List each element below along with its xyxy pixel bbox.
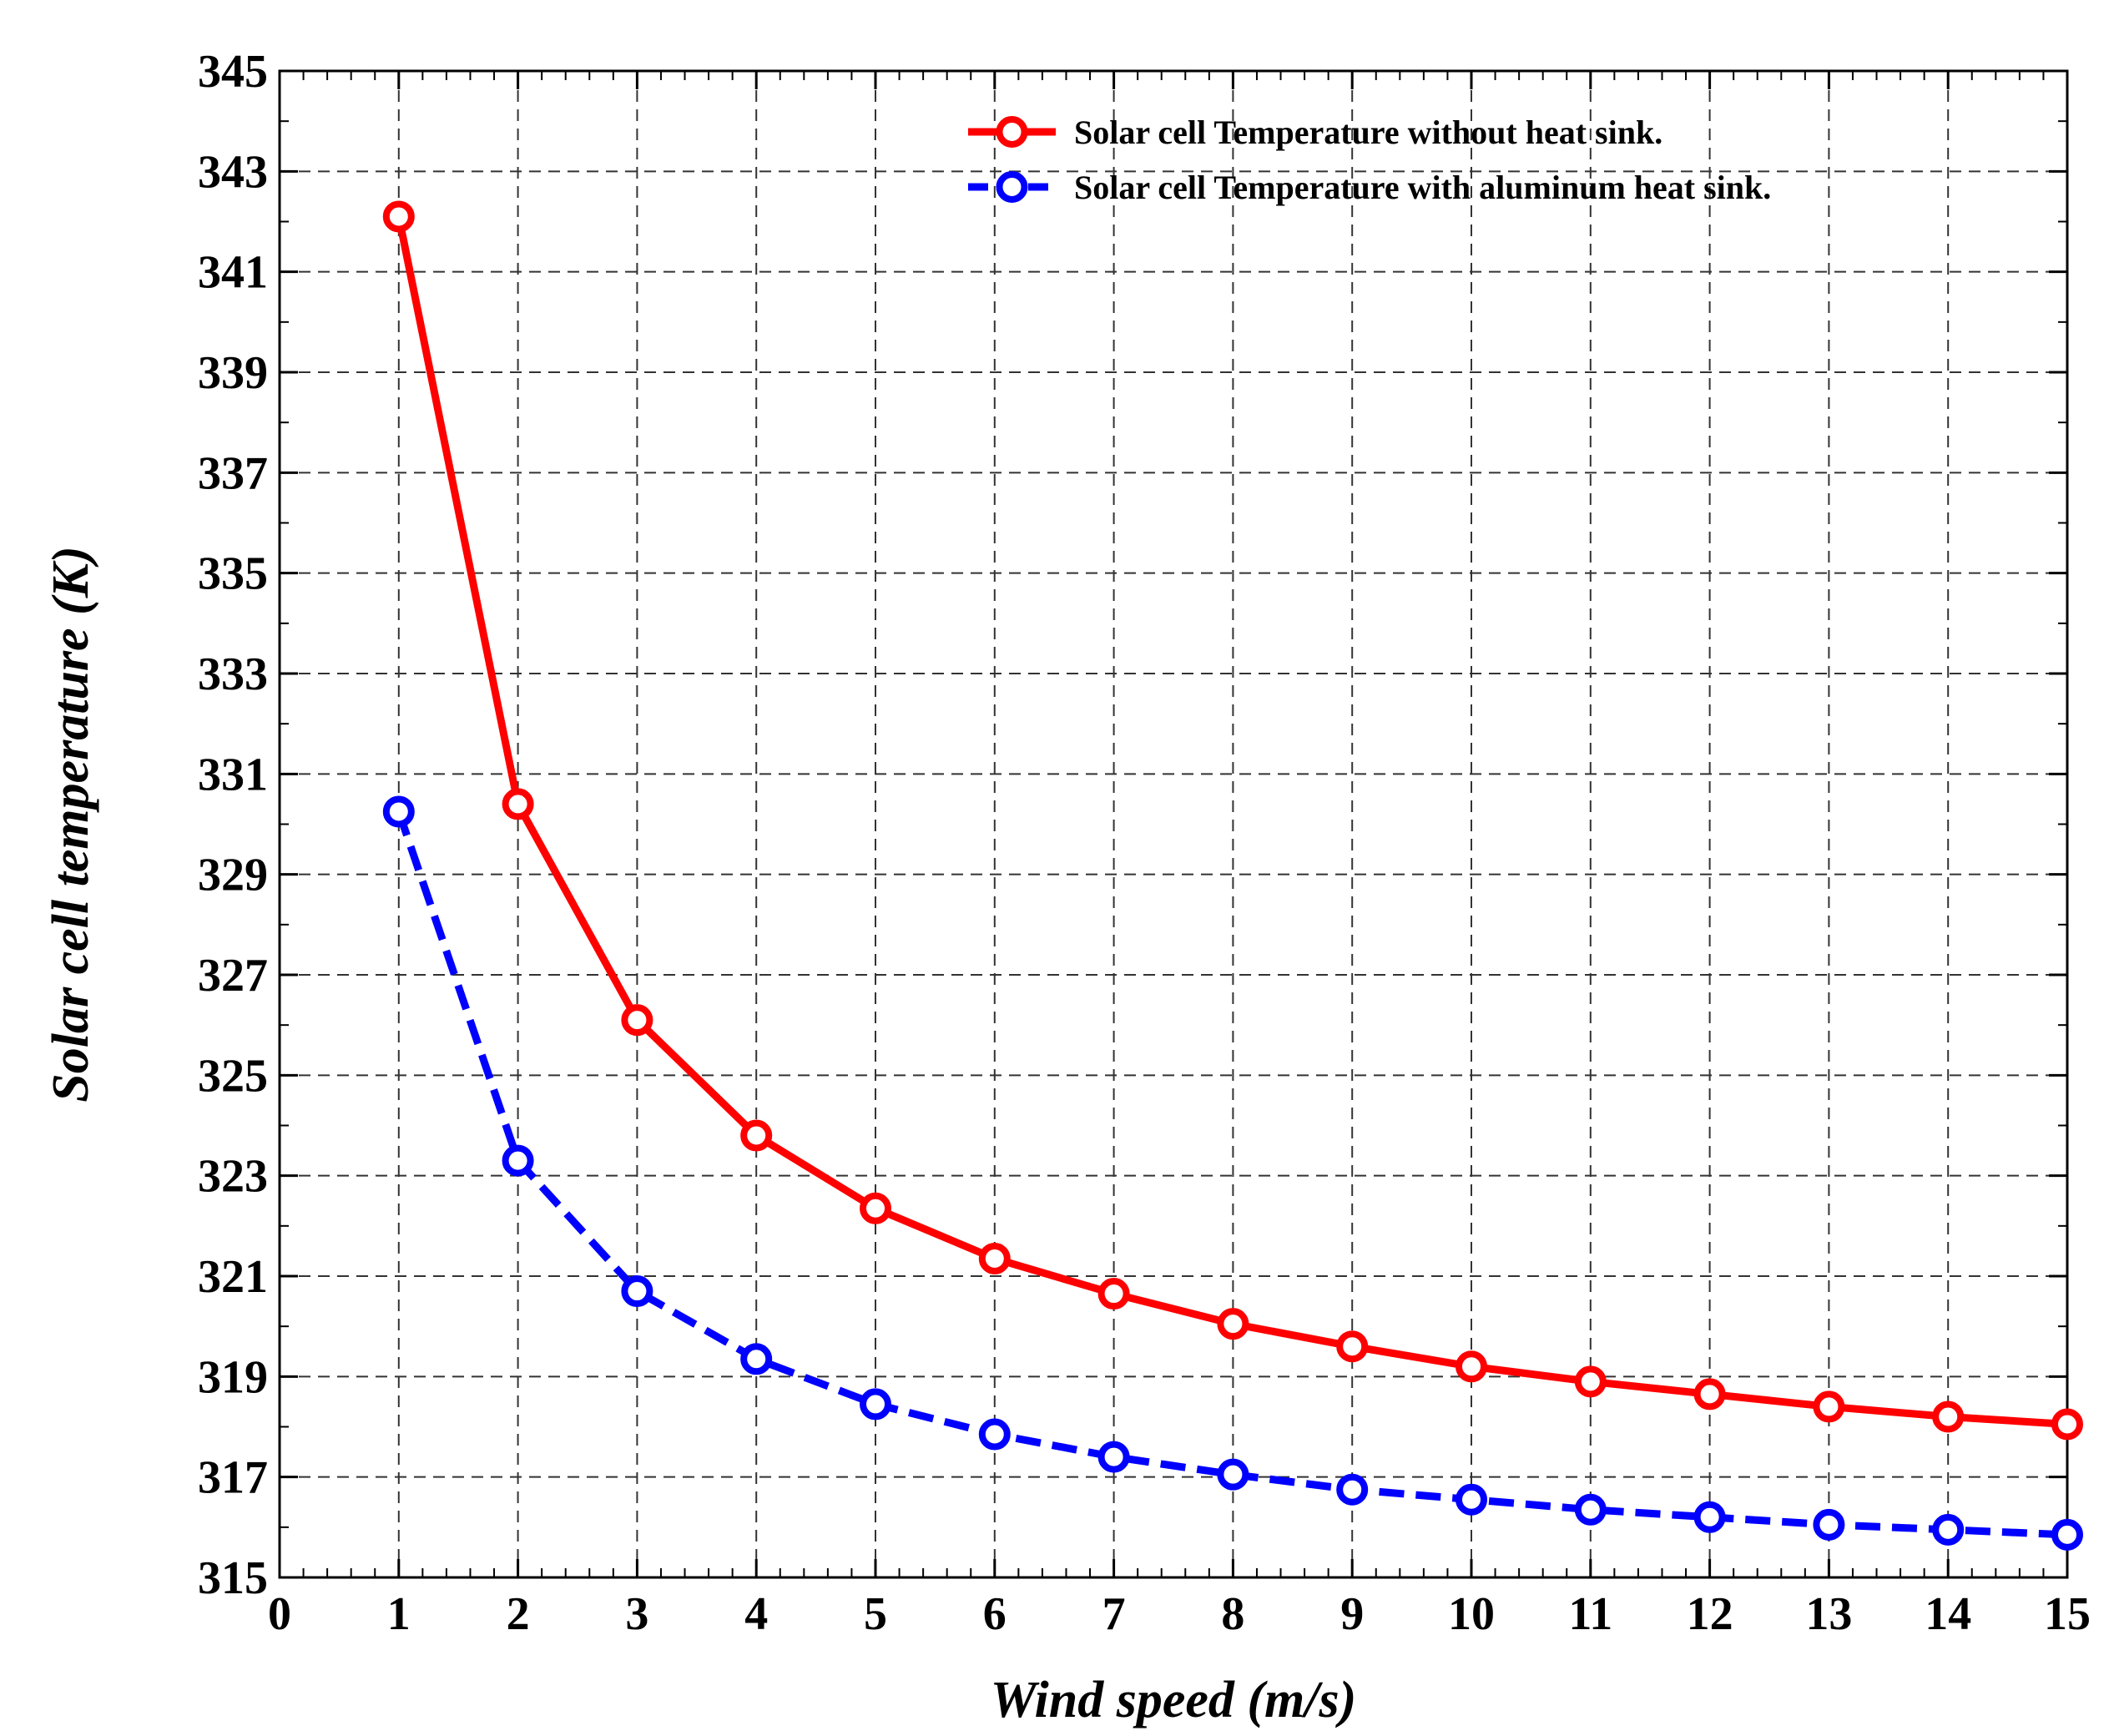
y-tick-label: 343: [198, 146, 268, 198]
axis-ticks: [278, 69, 2069, 1579]
legend-label: Solar cell Temperature with aluminum hea…: [1074, 169, 1771, 206]
x-tick-label: 6: [983, 1588, 1007, 1640]
x-tick-label: 5: [864, 1588, 887, 1640]
plot-frame: [278, 69, 2069, 1579]
x-tick-label: 3: [625, 1588, 648, 1640]
data-point: [1217, 1308, 1249, 1340]
y-tick-label: 323: [198, 1151, 268, 1203]
x-axis-title: Wind speed (m/s): [991, 1672, 1357, 1728]
data-point: [740, 1119, 773, 1152]
data-point: [502, 1144, 534, 1177]
data-point: [1932, 1400, 1965, 1433]
data-point: [1336, 1330, 1369, 1363]
x-tick-label: 8: [1221, 1588, 1244, 1640]
data-point: [1932, 1513, 1965, 1546]
legend-swatch-marker: [996, 116, 1028, 148]
data-point: [1813, 1390, 1845, 1423]
data-point: [382, 200, 415, 233]
legend-swatch-marker: [996, 171, 1028, 203]
x-tick-label: 9: [1340, 1588, 1364, 1640]
x-tick-label: 11: [1568, 1588, 1612, 1640]
data-point: [1097, 1278, 1130, 1310]
x-tick-label: 1: [387, 1588, 411, 1640]
y-tick-label: 319: [198, 1351, 268, 1403]
y-tick-label: 317: [198, 1452, 268, 1504]
y-tick-label: 333: [198, 648, 268, 700]
y-tick-label: 335: [198, 548, 268, 600]
data-point: [1456, 1350, 1487, 1383]
x-tick-label: 7: [1102, 1588, 1126, 1640]
data-point: [1574, 1365, 1607, 1398]
series-2: [382, 795, 2083, 1551]
y-tick-label: 321: [198, 1251, 268, 1303]
data-point: [1336, 1473, 1369, 1506]
x-tick-label: 10: [1448, 1588, 1495, 1640]
data-point: [1217, 1458, 1249, 1491]
axis-tick-labels: 0 1 2 3 4 5 6 7 8 9 10 11 12 13 14 15315317319321323325…: [198, 46, 2091, 1640]
y-tick-label: 345: [198, 46, 268, 98]
series-line: [395, 810, 2068, 1539]
series: [382, 200, 2083, 1551]
x-tick-label: 13: [1805, 1588, 1852, 1640]
legend: Solar cell Temperature without heat sink…: [968, 114, 1771, 206]
x-tick-label: 4: [744, 1588, 768, 1640]
data-point: [978, 1418, 1011, 1451]
data-point: [1813, 1508, 1845, 1541]
grid: [280, 71, 2067, 1577]
series-1: [382, 200, 2083, 1441]
x-tick-label: 12: [1687, 1588, 1733, 1640]
y-tick-label: 339: [198, 347, 268, 399]
y-tick-label: 331: [198, 749, 268, 800]
y-tick-label: 327: [198, 950, 268, 1002]
data-point: [1574, 1493, 1607, 1526]
data-point: [621, 1275, 653, 1308]
data-point: [621, 1004, 653, 1037]
data-point: [740, 1343, 773, 1375]
data-point: [1456, 1483, 1487, 1516]
data-point: [978, 1242, 1011, 1274]
data-point: [382, 795, 415, 828]
data-point: [1693, 1378, 1726, 1410]
data-point: [1097, 1441, 1130, 1473]
y-tick-label: 337: [198, 447, 268, 499]
y-axis-title: Solar cell temperature (K): [43, 546, 99, 1102]
data-point: [2051, 1408, 2083, 1441]
data-point: [860, 1388, 891, 1421]
x-tick-label: 2: [507, 1588, 530, 1640]
x-tick-label: 0: [268, 1588, 291, 1640]
y-tick-label: 341: [198, 247, 268, 299]
data-point: [502, 788, 534, 820]
legend-label: Solar cell Temperature without heat sink…: [1074, 114, 1662, 151]
data-point: [1693, 1501, 1726, 1533]
y-tick-label: 315: [198, 1552, 268, 1604]
x-tick-label: 14: [1925, 1588, 1971, 1640]
x-tick-label: 15: [2044, 1588, 2091, 1640]
y-tick-label: 329: [198, 850, 268, 901]
y-tick-label: 325: [198, 1050, 268, 1102]
data-point: [2051, 1518, 2083, 1551]
data-point: [860, 1192, 891, 1224]
